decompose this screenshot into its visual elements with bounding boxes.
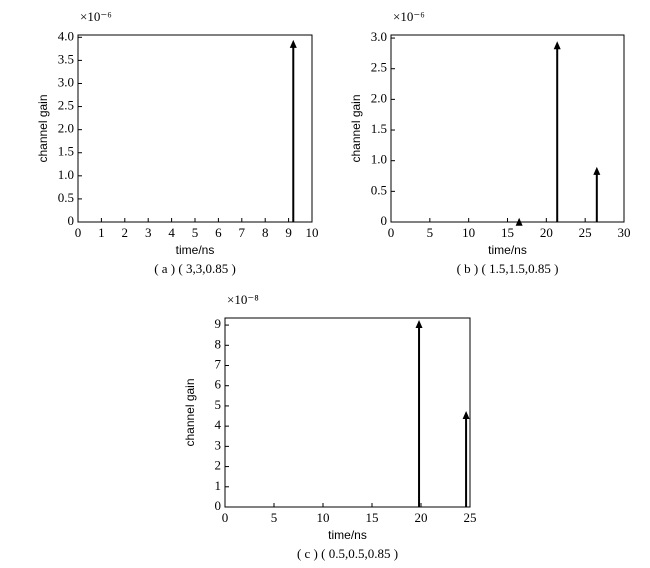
y-tick-label: 2	[215, 458, 222, 473]
plot-frame	[390, 34, 625, 223]
stem	[515, 217, 523, 226]
x-axis-label: time/ns	[176, 243, 215, 257]
y-axis-label: channel gain	[36, 94, 50, 162]
x-tick-label: 5	[192, 225, 199, 240]
arrowhead	[553, 41, 561, 50]
y-tick-label: 7	[215, 356, 222, 371]
y-tick-label: 8	[215, 336, 222, 351]
x-tick-label: 0	[388, 225, 395, 240]
x-tick-label: 5	[427, 225, 434, 240]
x-tick-label: 8	[262, 225, 269, 240]
arrowhead	[515, 217, 523, 226]
caption: ( c ) ( 0.5,0.5,0.85 )	[297, 546, 398, 561]
x-tick-label: 1	[98, 225, 105, 240]
x-tick-label: 0	[75, 225, 82, 240]
x-tick-label: 20	[415, 510, 428, 525]
x-tick-label: 9	[285, 225, 292, 240]
x-tick-label: 30	[618, 225, 631, 240]
x-tick-label: 0	[222, 510, 229, 525]
y-tick-label: 0	[68, 213, 75, 228]
stem	[415, 320, 423, 507]
y-tick-label: 3	[215, 437, 222, 452]
plot-frame	[224, 317, 471, 508]
subplot: 0 1 2 3 4 5 6 7 8 9 10 0 0.5 1.0 1.5 2.0 2.5 3.0 3.5 4.0 ×10…	[36, 9, 318, 276]
arrowhead	[593, 166, 601, 175]
x-tick-label: 5	[271, 510, 278, 525]
y-tick-label: 1.0	[371, 152, 387, 167]
arrowhead	[289, 39, 297, 48]
subplot: 0 5 10 15 20 25 30 0 0.5 1.0 1.5 2.0 2.5 3.0 ×10⁻⁶ time…	[349, 9, 630, 276]
stem	[553, 41, 561, 222]
x-tick-label: 10	[317, 510, 330, 525]
y-tick-label: 4.0	[58, 28, 74, 43]
y-tick-label: 0	[381, 213, 388, 228]
y-tick-label: 4	[215, 417, 222, 432]
y-tick-label: 2.0	[58, 121, 74, 136]
plot-frame	[77, 34, 313, 223]
x-tick-label: 25	[579, 225, 592, 240]
x-tick-label: 3	[145, 225, 152, 240]
y-tick-label: 5	[215, 397, 222, 412]
y-tick-label: 1.5	[371, 121, 387, 136]
y-tick-label: 2.5	[58, 98, 74, 113]
y-multiplier: ×10⁻⁸	[227, 292, 259, 307]
stem	[289, 39, 297, 222]
y-tick-label: 0	[215, 498, 222, 513]
y-tick-label: 3.0	[58, 74, 74, 89]
stem	[593, 166, 601, 222]
x-tick-label: 10	[306, 225, 319, 240]
x-axis-label: time/ns	[328, 528, 367, 542]
x-tick-label: 10	[462, 225, 475, 240]
x-tick-label: 20	[540, 225, 553, 240]
arrowhead	[462, 411, 470, 420]
y-tick-label: 1	[215, 478, 222, 493]
caption: ( b ) ( 1.5,1.5,0.85 )	[457, 261, 559, 276]
y-multiplier: ×10⁻⁶	[393, 9, 425, 24]
x-tick-label: 4	[168, 225, 175, 240]
y-tick-label: 9	[215, 316, 222, 331]
y-tick-label: 1.0	[58, 167, 74, 182]
y-tick-label: 0.5	[371, 182, 387, 197]
subplot: 0 5 10 15 20 25 0 1 2 3 4 5 6 7 8 9 ×10⁻⁸ time/ns channel …	[183, 292, 476, 561]
stem	[462, 411, 470, 507]
y-tick-label: 3.0	[371, 29, 387, 44]
arrowhead	[415, 320, 423, 329]
x-tick-label: 15	[501, 225, 514, 240]
x-tick-label: 15	[366, 510, 379, 525]
y-tick-label: 2.0	[371, 90, 387, 105]
x-tick-label: 7	[239, 225, 246, 240]
y-tick-label: 0.5	[58, 190, 74, 205]
y-axis-label: channel gain	[349, 94, 363, 162]
x-tick-label: 6	[215, 225, 222, 240]
caption: ( a ) ( 3,3,0.85 )	[154, 261, 236, 276]
y-axis-label: channel gain	[183, 378, 197, 446]
y-tick-label: 6	[215, 377, 222, 392]
x-tick-label: 2	[122, 225, 129, 240]
y-tick-label: 1.5	[58, 144, 74, 159]
x-tick-label: 25	[464, 510, 477, 525]
y-tick-label: 2.5	[371, 60, 387, 75]
y-multiplier: ×10⁻⁶	[80, 9, 112, 24]
y-tick-label: 3.5	[58, 51, 74, 66]
x-axis-label: time/ns	[488, 243, 527, 257]
